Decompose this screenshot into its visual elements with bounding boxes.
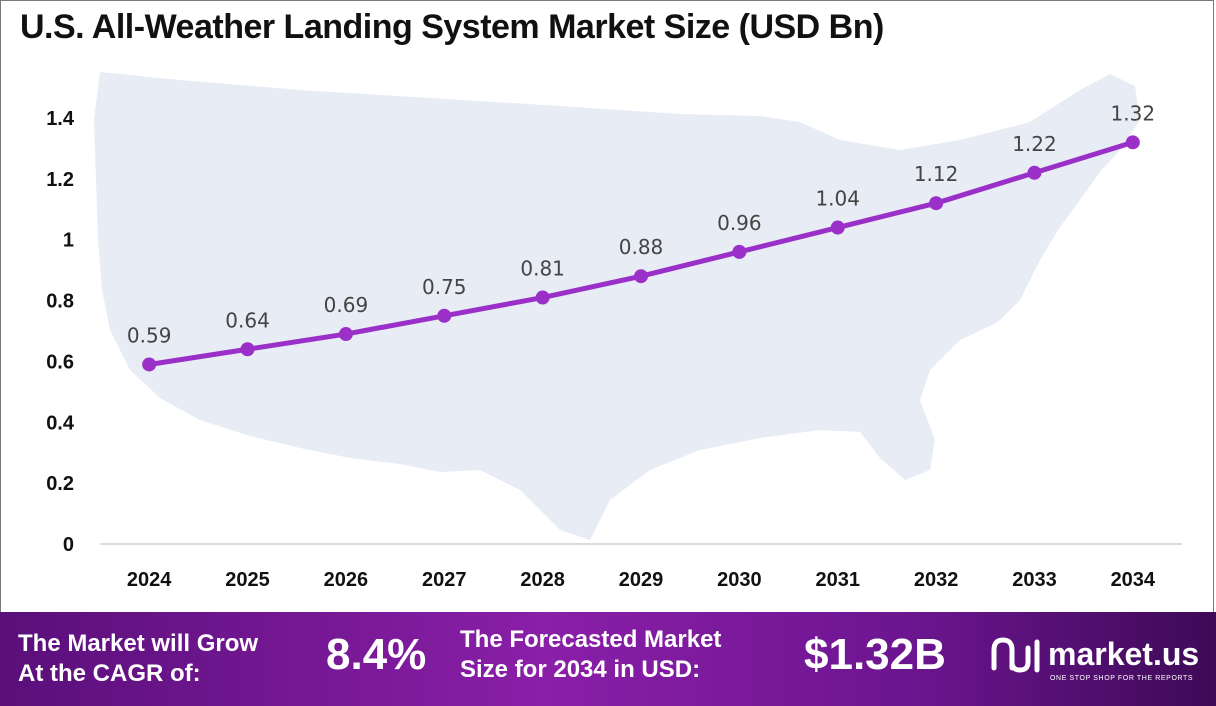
x-tick-label: 2031	[815, 569, 860, 591]
data-label: 1.12	[914, 162, 959, 186]
forecast-caption-line1: The Forecasted Market	[460, 626, 722, 653]
data-point-marker	[142, 357, 157, 372]
data-label: 0.59	[127, 323, 172, 347]
data-label: 1.22	[1012, 132, 1057, 156]
y-tick-label: 1.4	[46, 108, 75, 130]
cagr-caption: The Market will Grow At the CAGR of:	[18, 629, 258, 689]
y-tick-label: 0	[63, 534, 74, 556]
x-tick-label: 2025	[225, 569, 270, 591]
y-tick-label: 0.4	[46, 412, 75, 434]
cagr-value: 8.4%	[326, 630, 427, 679]
data-label: 0.96	[717, 211, 762, 235]
x-tick-label: 2026	[324, 569, 369, 591]
forecast-value: $1.32B	[804, 630, 946, 679]
brand-name: market.us	[1048, 636, 1200, 672]
x-tick-label: 2027	[422, 569, 467, 591]
y-tick-label: 1	[63, 230, 74, 252]
data-point-marker	[240, 342, 255, 357]
data-point-marker	[634, 269, 648, 284]
data-point-marker	[732, 244, 747, 259]
y-tick-label: 0.2	[46, 473, 74, 495]
data-label: 0.69	[324, 293, 369, 317]
x-tick-label: 2032	[914, 569, 959, 591]
cagr-caption-line2: At the CAGR of:	[18, 660, 201, 687]
x-axis-ticks: 2024 2025 2026 2027 2028 2029 2030 2031 2032 2033…	[127, 569, 1156, 591]
forecast-caption-line2: Size for 2034 in USD:	[460, 656, 701, 683]
x-tick-label: 2033	[1012, 569, 1057, 591]
us-map-silhouette	[94, 72, 1140, 540]
x-tick-label: 2030	[717, 569, 762, 591]
y-tick-label: 0.6	[46, 351, 74, 373]
series-markers	[142, 135, 1140, 372]
data-label: 0.88	[619, 235, 664, 259]
forecast-caption: The Forecasted Market Size for 2034 in U…	[460, 625, 721, 685]
x-tick-label: 2028	[520, 569, 565, 591]
brand-tagline: ONE STOP SHOP FOR THE REPORTS	[1050, 675, 1194, 682]
data-point-marker	[1027, 165, 1042, 180]
y-axis-ticks: 0 0.2 0.4 0.6 0.8 1 1.2 1.4	[46, 108, 75, 556]
x-tick-label: 2034	[1111, 569, 1156, 591]
data-label: 0.64	[225, 308, 270, 332]
data-point-marker	[437, 308, 452, 323]
data-point-marker	[338, 327, 353, 342]
footer-banner: The Market will Grow At the CAGR of: 8.4…	[0, 612, 1216, 706]
x-tick-label: 2024	[127, 569, 172, 591]
us-map-background	[94, 72, 1140, 540]
data-label: 0.75	[422, 275, 467, 299]
y-tick-label: 0.8	[46, 291, 74, 313]
cagr-caption-line1: The Market will Grow	[18, 630, 259, 657]
data-label: 1.04	[815, 187, 860, 211]
data-label: 0.81	[520, 257, 565, 281]
data-label: 1.32	[1111, 101, 1156, 125]
data-labels: 0.59 0.64 0.69 0.75 0.81 0.88 0.96 1.04 1.12 1.22…	[127, 101, 1155, 347]
data-point-marker	[929, 196, 944, 211]
data-point-marker	[1125, 135, 1140, 150]
y-tick-label: 1.2	[46, 169, 74, 191]
data-point-marker	[535, 290, 550, 305]
market-us-logo-icon	[991, 637, 1040, 673]
chart-title: U.S. All-Weather Landing System Market S…	[20, 8, 884, 46]
x-tick-label: 2029	[619, 569, 664, 591]
line-chart: 00.20.40.60.811.21.4 2024 2025 2026 2027 202…	[46, 72, 1182, 591]
data-point-marker	[830, 220, 845, 235]
